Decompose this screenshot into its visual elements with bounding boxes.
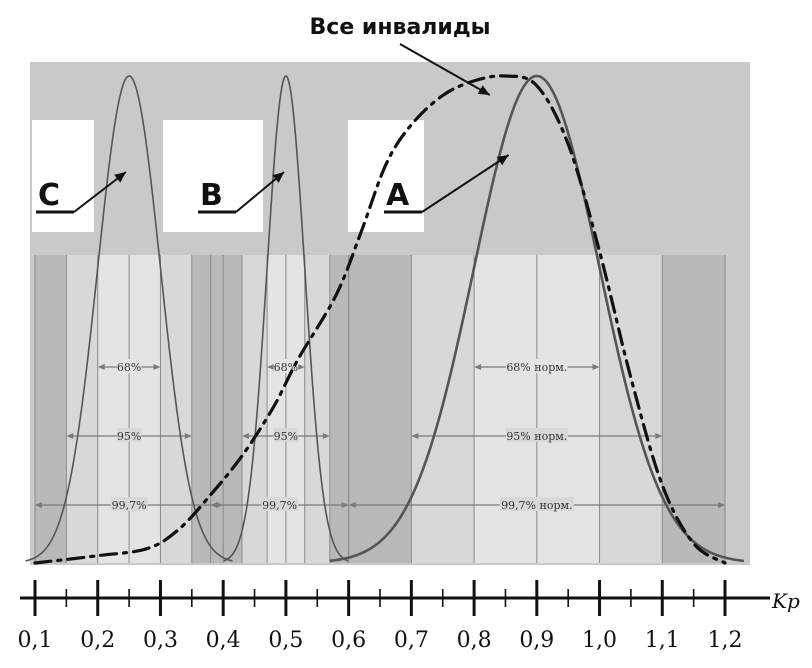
x-tick-label-4: 0,5 [268,628,303,653]
band-label-C-2: 99,7% [112,499,147,512]
label-boxes [32,120,424,232]
band-arrowhead-left-A-0 [474,364,482,370]
x-tick-label-8: 0,9 [519,628,554,653]
x-axis: 0,1 0,2 0,3 0,4 0,5 0,6 0,7 0,8 0,9 1,0 1,1 1,2 [18,580,770,653]
band-arrowhead-left-A-2 [348,502,356,508]
grid-layer [34,255,726,563]
band-arrowhead-right-C-0 [153,364,161,370]
x-tick-label-10: 1,1 [645,628,680,653]
x-tick-label-5: 0,6 [331,628,366,653]
band-arrowhead-left-C-0 [97,364,105,370]
band-label-bg-B-2 [261,497,299,511]
curve-label-A: A [386,178,410,213]
x-axis-label: Kp [771,589,800,613]
band-arrowhead-right-B-0 [297,364,305,370]
band-label-bg-B-1 [273,428,299,442]
band-arrowhead-left-C-1 [66,433,74,439]
curves-layer [25,74,744,565]
band-label-C-0: 68% [117,361,141,374]
label-box-B [163,120,263,232]
band-arrowhead-right-B-1 [322,433,330,439]
band-arrowhead-right-A-0 [592,364,600,370]
band-label-bg-A-2 [499,497,574,511]
x-tick-label-11: 1,2 [708,628,743,653]
band-arrowhead-left-B-0 [267,364,275,370]
curve-B [223,75,349,562]
pointer-title-head [477,85,490,95]
chart-title: Все инвалиды [310,15,491,40]
band-label-A-2: 99,7% норм. [501,499,573,512]
pointer-C-head [114,172,126,183]
pointer-A [421,154,510,213]
curve-all [33,74,727,565]
pointer-title [399,43,491,96]
x-tick-label-7: 0,8 [457,628,492,653]
band-arrowhead-left-A-1 [411,433,419,439]
curve-C [25,75,233,562]
band-label-bg-C-2 [110,497,148,511]
x-tick-label-9: 1,0 [582,628,617,653]
x-tick-label-1: 0,2 [80,628,115,653]
band-label-bg-B-0 [273,359,299,373]
x-tick-label-0: 0,1 [18,628,53,653]
label-box-C [32,120,94,232]
label-box-A [348,120,424,232]
band-arrowhead-right-B-2 [341,502,349,508]
band-label-bg-C-1 [116,428,142,442]
band-arrowhead-right-A-1 [655,433,663,439]
band-label-bg-C-0 [116,359,142,373]
pointer-B-head [272,172,285,183]
band-arrowhead-right-C-1 [184,433,192,439]
curve-A [329,74,744,563]
band-arrowhead-left-C-2 [35,502,42,508]
x-tick-label-6: 0,7 [394,628,429,653]
band-arrows: 68%95%99,7%68%95%99,7%68% норм.95% норм.… [35,359,725,512]
band-label-C-1: 95% [117,430,141,443]
band-label-bg-A-0 [505,359,568,373]
band-label-A-0: 68% норм. [506,361,567,374]
x-tick-label-3: 0,4 [206,628,241,653]
band-arrowhead-left-B-1 [242,433,249,439]
pointer-A-head [496,155,509,166]
band-arrowhead-right-A-2 [718,502,725,508]
band-label-A-1: 95% норм. [506,430,567,443]
bands-layer [35,255,725,563]
curve-label-C: C [38,178,60,213]
band-label-bg-A-1 [505,428,568,442]
band-label-B-1: 95% [274,430,298,443]
x-tick-label-2: 0,3 [143,628,178,653]
curve-label-B: B [200,178,223,213]
band-arrowhead-left-B-2 [210,502,218,508]
band-label-B-2: 99,7% [262,499,297,512]
